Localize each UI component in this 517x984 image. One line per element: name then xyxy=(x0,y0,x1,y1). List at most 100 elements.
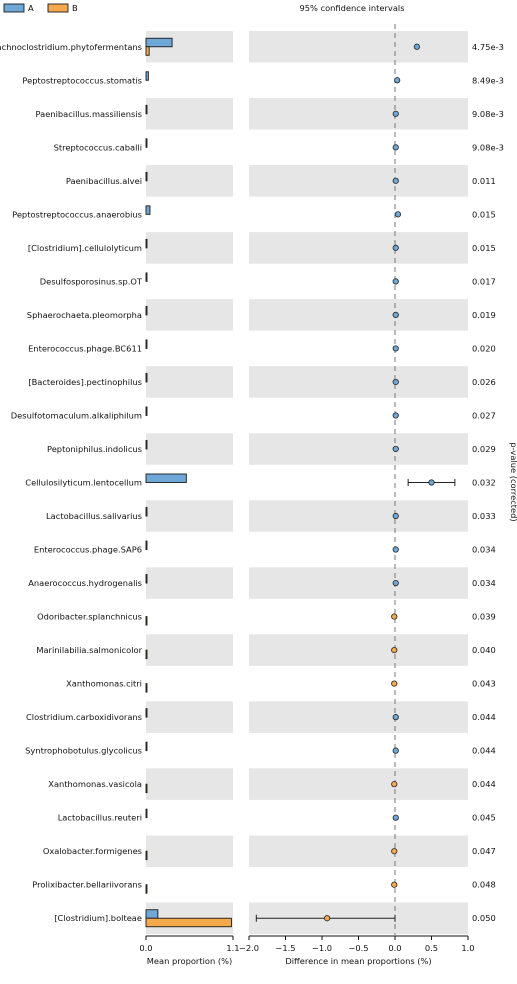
marks-layer xyxy=(3,3,469,940)
bar-group-a xyxy=(145,909,159,919)
p-value-label: 4.75e-3 xyxy=(472,42,504,52)
bar-group-a xyxy=(145,808,148,819)
row-stripe-ci xyxy=(249,835,468,867)
difference-point xyxy=(392,579,399,587)
bar-group-a xyxy=(145,37,173,48)
species-label: Oxalobacter.formigenes xyxy=(43,846,142,856)
bar-group-a xyxy=(145,540,148,550)
p-value-label: 0.034 xyxy=(472,545,496,555)
row-stripe-ci xyxy=(249,366,468,398)
bar-group-a xyxy=(145,104,148,115)
bar-tick-label: 0.0 xyxy=(139,943,152,953)
difference-point xyxy=(392,244,399,251)
ci-tick-label: −1.0 xyxy=(312,943,332,953)
row-stripe-bar xyxy=(146,634,233,666)
row-stripe-ci xyxy=(249,768,468,800)
difference-point xyxy=(392,546,399,553)
text-layer: Lachnoclostridium.phytofermentans 4.75e-3… xyxy=(0,3,517,966)
species-label: Peptostreptococcus.stomatis xyxy=(22,75,142,85)
bar-group-a xyxy=(145,272,148,282)
row-stripe-ci xyxy=(249,232,468,264)
difference-point xyxy=(428,479,435,486)
species-label: Lachnoclostridium.phytofermentans xyxy=(0,42,142,52)
p-value-label: 0.044 xyxy=(472,746,496,756)
species-label: Enterococcus.phage.SAP6 xyxy=(34,545,142,555)
difference-point xyxy=(392,714,399,721)
bar-group-a xyxy=(145,372,148,383)
difference-point xyxy=(392,445,399,453)
species-label: Clostridium.carboxidivorans xyxy=(26,712,142,722)
difference-point xyxy=(392,278,399,285)
difference-point xyxy=(413,43,420,50)
ci-tick-label: 0.0 xyxy=(388,943,401,953)
difference-point xyxy=(392,814,399,821)
species-label: Desulfotomaculum.alkaliphilum xyxy=(11,410,142,420)
legend-label: A xyxy=(28,3,34,13)
row-stripe-bar xyxy=(146,835,233,867)
species-label: Lactobacillus.salivarius xyxy=(46,511,142,521)
difference-point xyxy=(391,781,398,788)
bar-group-a xyxy=(145,406,148,416)
p-value-label: 0.015 xyxy=(472,209,496,219)
legend-label: B xyxy=(72,3,78,13)
species-label: Syntrophobotulus.glycolicus xyxy=(25,746,142,756)
bar-group-a xyxy=(145,205,151,215)
p-value-label: 0.050 xyxy=(472,913,496,923)
difference-point xyxy=(392,378,399,386)
row-stripe-ci xyxy=(249,634,468,666)
difference-point xyxy=(324,915,331,922)
species-label: Peptoniphilus.indolicus xyxy=(47,444,142,454)
p-value-label: 0.039 xyxy=(472,612,496,622)
p-value-label: 0.043 xyxy=(472,679,496,689)
difference-point xyxy=(392,311,399,319)
bar-group-a xyxy=(145,440,148,450)
p-value-label: 0.026 xyxy=(472,377,496,387)
bar-group-a xyxy=(145,574,148,584)
row-stripe-bar xyxy=(146,500,233,532)
p-value-label: 0.029 xyxy=(472,444,496,454)
p-value-label: 0.040 xyxy=(472,645,496,655)
species-label: Xanthomonas.vasicola xyxy=(48,779,142,789)
p-value-label: 0.034 xyxy=(472,578,496,588)
difference-point xyxy=(392,412,399,419)
p-value-label: 0.020 xyxy=(472,343,496,353)
species-label: Marinilabilia.salmonicolor xyxy=(36,645,142,655)
difference-point xyxy=(392,144,399,151)
p-value-label: 9.08e-3 xyxy=(472,142,504,152)
row-stripe-ci xyxy=(249,567,468,599)
difference-point xyxy=(392,110,399,117)
bar-group-b xyxy=(145,917,232,928)
bar-group-b xyxy=(145,850,148,861)
species-label: Prolixibacter.bellariivorans xyxy=(32,880,142,890)
p-value-label: 0.044 xyxy=(472,779,496,789)
row-stripe-bar xyxy=(146,567,233,599)
ci-tick-label: −0.5 xyxy=(348,943,368,953)
legend-swatch xyxy=(47,3,69,13)
species-label: Streptococcus.caballi xyxy=(54,142,142,152)
species-label: Enterococcus.phage.BC611 xyxy=(28,343,142,353)
difference-point xyxy=(392,512,399,520)
species-label: Paenibacillus.massiliensis xyxy=(36,109,142,119)
p-value-label: 0.032 xyxy=(472,478,496,488)
bar-group-a xyxy=(145,238,148,249)
row-stripe-bar xyxy=(146,232,233,264)
difference-point xyxy=(392,747,399,754)
difference-point xyxy=(391,848,398,855)
species-label: [Clostridium].bolteae xyxy=(54,913,142,923)
legend-swatch xyxy=(3,3,25,13)
species-label: Cellulosilyticum.lentocellum xyxy=(25,478,142,488)
row-stripe-ci xyxy=(249,98,468,130)
row-stripe-ci xyxy=(249,299,468,331)
ci-title: 95% confidence intervals xyxy=(299,3,404,13)
p-value-label: 0.047 xyxy=(472,846,496,856)
ci-tick-label: −1.5 xyxy=(275,943,295,953)
bar-group-b xyxy=(145,683,148,693)
bar-group-b xyxy=(145,783,148,794)
row-stripe-bar xyxy=(146,98,233,130)
p-value-label: 0.048 xyxy=(472,880,496,890)
bar-group-a xyxy=(145,339,148,349)
species-label: Paenibacillus.alvei xyxy=(66,176,142,186)
bar-group-a xyxy=(145,507,148,517)
ci-tick-label: 0.5 xyxy=(425,943,438,953)
